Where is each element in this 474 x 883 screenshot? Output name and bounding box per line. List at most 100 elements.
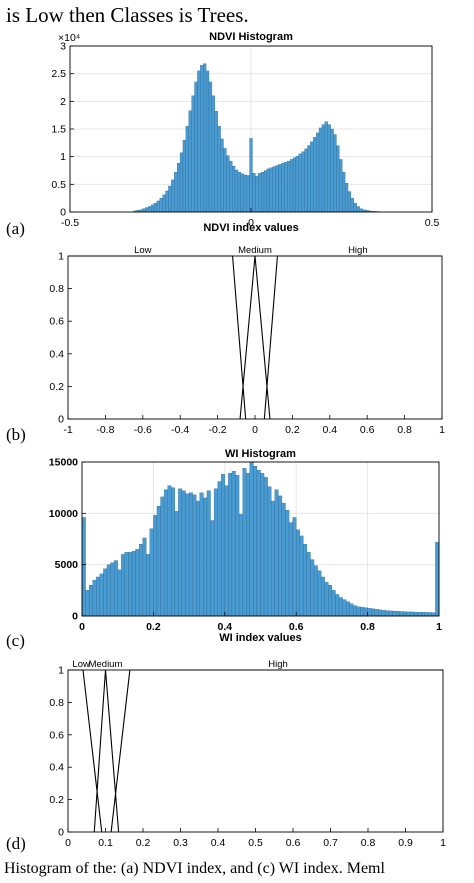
histogram-bar	[246, 175, 250, 213]
histogram-bar	[359, 208, 363, 213]
y-tick-label: 0.8	[49, 283, 64, 295]
histogram-bar	[342, 172, 346, 213]
histogram-bar	[167, 485, 172, 617]
x-tick-label: -1	[63, 424, 72, 436]
histogram-bar	[367, 608, 372, 617]
x-tick-label: 0.2	[285, 424, 300, 436]
y-tick-label: 0.8	[49, 697, 64, 709]
histogram-bar	[306, 552, 311, 617]
histogram-bar	[146, 554, 150, 617]
histogram-bar	[171, 179, 175, 213]
histogram-bar	[399, 611, 404, 617]
histogram-bar	[281, 163, 285, 213]
histogram-bar	[347, 191, 352, 213]
histogram-bar	[199, 492, 204, 617]
y-tick-label: 2	[60, 96, 66, 108]
y-tick-label: 0	[58, 414, 64, 426]
histogram-bar	[217, 481, 222, 617]
panel-letter-b: (b)	[6, 425, 26, 444]
histogram-bar	[417, 612, 422, 617]
histogram-bar	[121, 554, 125, 617]
x-tick-label: 0	[248, 217, 254, 229]
histogram-bar	[197, 70, 201, 213]
y-axis-exponent: ×10⁴	[58, 32, 80, 44]
histogram-bar	[135, 549, 140, 617]
histogram-bar	[249, 138, 253, 213]
histogram-bar	[188, 492, 193, 617]
histogram-bar	[138, 543, 143, 617]
histogram-bar	[148, 206, 152, 213]
x-tick-label: 0.2	[136, 837, 151, 849]
histogram-bar	[110, 562, 115, 617]
histogram-bar	[431, 612, 436, 617]
histogram-bar	[153, 202, 158, 213]
x-tick-label: 0.8	[397, 424, 412, 436]
histogram-bar	[85, 590, 90, 617]
histogram-bar	[221, 474, 225, 617]
y-tick-label: 0.4	[49, 348, 64, 360]
histogram-bar	[232, 165, 236, 213]
x-tick-label: 0.4	[211, 837, 226, 849]
x-tick-label: 0.6	[289, 621, 304, 633]
histogram-bar	[396, 611, 400, 617]
histogram-bar	[185, 493, 190, 617]
y-tick-label: 0.6	[49, 729, 64, 741]
histogram-bar	[403, 611, 408, 617]
y-tick-label: 0.2	[49, 794, 64, 806]
y-tick-label: 1	[58, 251, 64, 263]
x-tick-label: 0	[252, 424, 258, 436]
histogram-bar	[342, 599, 347, 617]
histogram-bar	[378, 609, 383, 617]
histogram-bar	[206, 490, 211, 617]
x-tick-label: 0.6	[286, 837, 301, 849]
x-tick-label: 0.9	[398, 837, 413, 849]
histogram-bar	[266, 168, 270, 213]
panel-letter-a: (a)	[6, 219, 25, 238]
histogram-bar	[224, 485, 229, 617]
histogram-bar	[117, 569, 122, 617]
histogram-bar	[324, 581, 329, 617]
histogram-bar	[162, 194, 166, 213]
histogram-bar	[210, 520, 215, 617]
histogram-bar	[142, 537, 147, 617]
histogram-bar	[243, 174, 247, 213]
histogram-bar	[331, 590, 336, 617]
histogram-bar	[234, 169, 239, 213]
histogram-bar	[292, 517, 297, 617]
histogram-bar	[178, 488, 183, 617]
y-tick-label: 10000	[49, 508, 78, 520]
histogram-bar	[316, 132, 320, 213]
x-tick-label: -0.8	[96, 424, 114, 436]
histogram-bar	[217, 126, 221, 213]
histogram-bar	[200, 65, 204, 213]
histogram-bar	[182, 139, 186, 213]
histogram-bar	[240, 173, 244, 213]
histogram-bar	[252, 173, 256, 213]
membership-label-high: High	[348, 245, 368, 256]
histogram-bar	[267, 486, 272, 617]
histogram-bar	[269, 167, 273, 213]
histogram-bar	[371, 608, 375, 617]
histogram-bar	[271, 500, 275, 617]
histogram-bar	[313, 137, 317, 213]
histogram-bar	[339, 159, 343, 213]
histogram-bar	[235, 475, 240, 617]
x-tick-label: 0.3	[173, 837, 188, 849]
y-tick-label: 1	[58, 665, 64, 677]
header-text: is Low then Classes is Trees.	[6, 3, 249, 27]
histogram-bar	[231, 471, 236, 617]
histogram-bar	[181, 490, 186, 617]
histogram-bar	[336, 145, 340, 213]
membership-label-medium: Medium	[89, 659, 123, 670]
x-tick-label: 0.5	[248, 837, 263, 849]
histogram-bar	[163, 489, 168, 617]
histogram-bar	[278, 495, 283, 617]
histogram-bar	[363, 607, 368, 617]
histogram-bar	[223, 148, 227, 213]
histogram-bar	[346, 601, 350, 617]
histogram-bar	[150, 204, 155, 213]
x-tick-label: 0	[65, 837, 71, 849]
histogram-bar	[142, 208, 146, 213]
histogram-bar	[160, 496, 165, 617]
